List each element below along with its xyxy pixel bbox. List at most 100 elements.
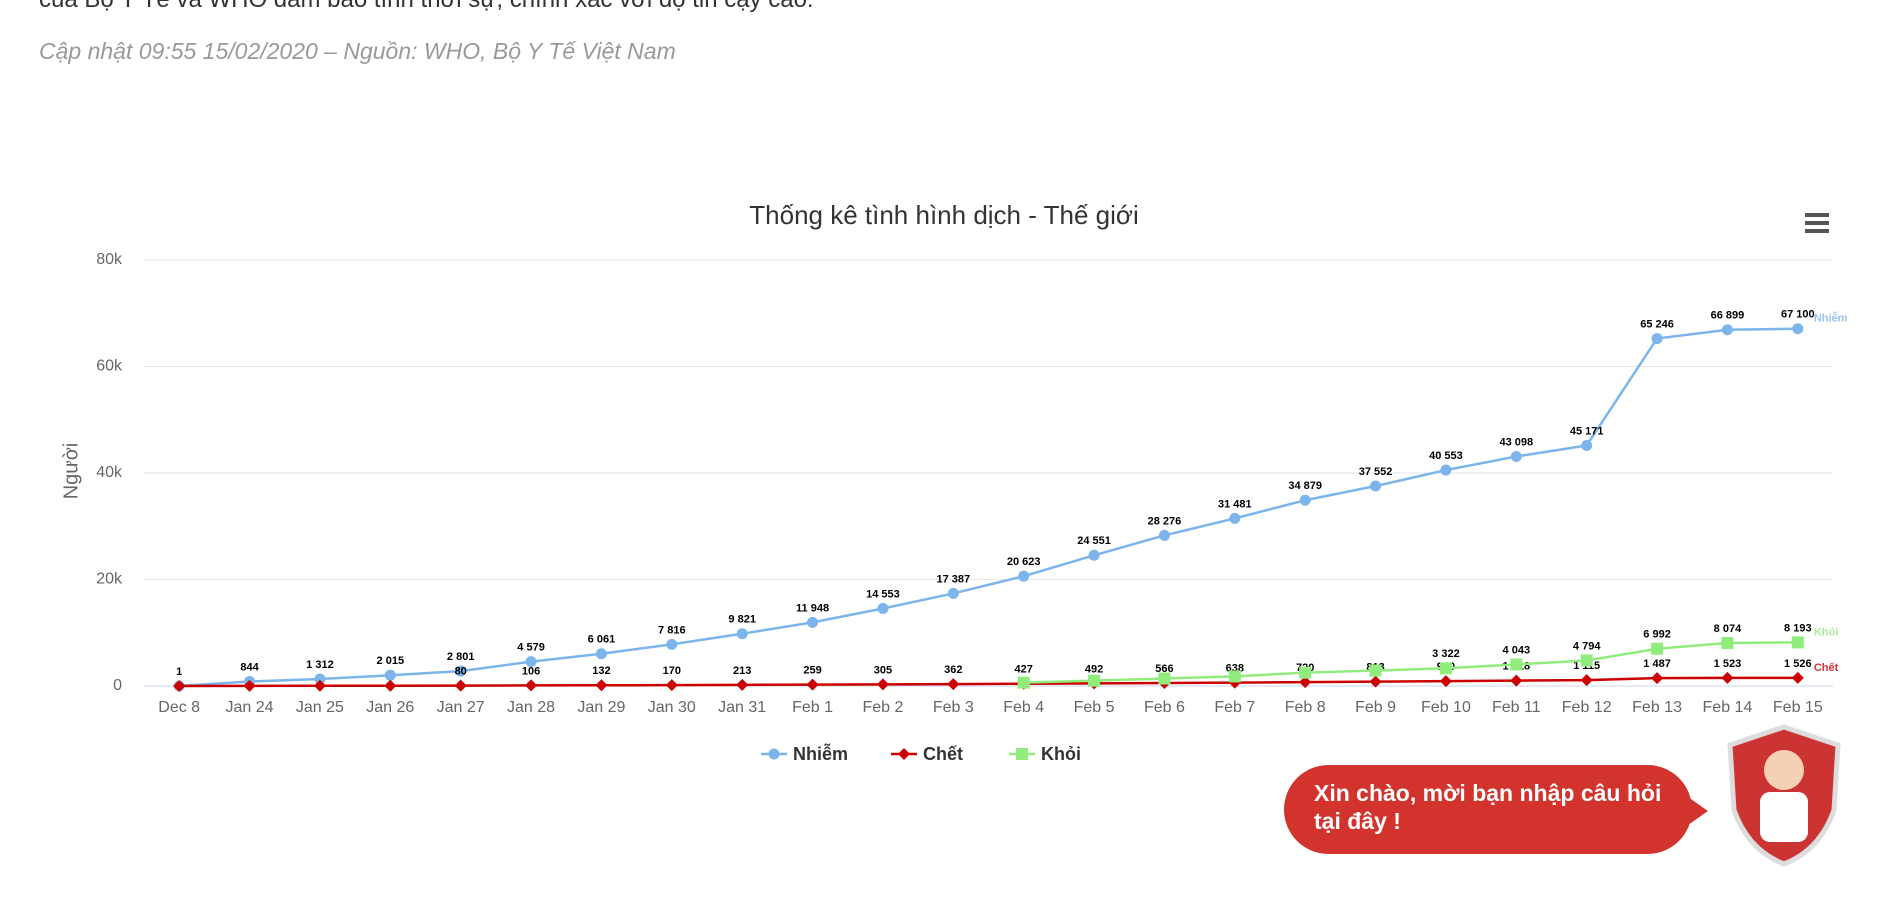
- series-end-label: Nhiễm: [1814, 312, 1848, 325]
- x-tick-label: Feb 6: [1144, 699, 1185, 716]
- point: [1299, 666, 1312, 679]
- point: [1018, 570, 1030, 582]
- legend-marker: [768, 748, 780, 760]
- data-label: 132: [592, 665, 610, 677]
- x-tick-label: Jan 30: [648, 699, 696, 716]
- menu-button[interactable]: [1805, 213, 1829, 233]
- series-line: [179, 327, 1798, 688]
- y-tick-label: 80k: [96, 251, 123, 268]
- point: [736, 628, 748, 640]
- data-label: 8 074: [1714, 623, 1742, 635]
- data-label: 170: [663, 665, 681, 677]
- point: [384, 679, 397, 692]
- point: [1581, 439, 1593, 451]
- data-label: 20 623: [1007, 556, 1041, 568]
- y-axis-label: Người: [60, 443, 82, 500]
- x-tick-label: Feb 8: [1285, 699, 1326, 716]
- data-label: 1 312: [306, 659, 334, 671]
- data-label: 34 879: [1288, 480, 1322, 492]
- point: [455, 665, 467, 677]
- series-end-label: Chết: [1814, 662, 1839, 674]
- point: [807, 616, 819, 628]
- legend-marker: [898, 748, 910, 760]
- point: [1299, 494, 1311, 506]
- point: [1017, 676, 1030, 689]
- x-tick-label: Jan 29: [577, 699, 625, 716]
- point: [313, 679, 326, 692]
- point: [1299, 676, 1312, 689]
- legend-item[interactable]: Nhiễm: [761, 743, 848, 764]
- point: [243, 679, 256, 692]
- point: [876, 678, 889, 691]
- data-label: 1: [176, 666, 182, 678]
- data-label: 37 552: [1359, 466, 1393, 478]
- point: [525, 656, 537, 668]
- point: [1510, 674, 1523, 687]
- point: [1370, 480, 1382, 492]
- data-label: 2 015: [377, 655, 405, 667]
- x-tick-label: Feb 3: [933, 699, 974, 716]
- data-label: 4 579: [517, 642, 545, 654]
- y-tick-label: 40k: [96, 464, 123, 481]
- legend-item[interactable]: Khỏi: [1009, 744, 1081, 764]
- point: [1439, 675, 1452, 688]
- data-label: 362: [944, 664, 962, 676]
- series-line: [179, 676, 1798, 688]
- legend-label: Khỏi: [1041, 744, 1081, 764]
- point: [1721, 637, 1734, 650]
- point: [1510, 451, 1522, 463]
- x-tick-label: Dec 8: [158, 699, 200, 716]
- x-tick-label: Feb 10: [1421, 699, 1471, 716]
- data-label: 844: [240, 661, 259, 673]
- series-end-label: Khỏi: [1814, 626, 1838, 638]
- point: [665, 679, 678, 692]
- data-label: 24 551: [1077, 535, 1111, 547]
- legend-label: Nhiễm: [793, 743, 848, 764]
- x-tick-label: Feb 12: [1562, 699, 1612, 716]
- point: [595, 679, 608, 692]
- data-label: 106: [522, 665, 540, 677]
- point: [736, 678, 749, 691]
- point: [1229, 512, 1241, 524]
- avatar-body: [1760, 792, 1808, 842]
- chat-avatar[interactable]: [1727, 724, 1841, 867]
- point: [806, 678, 819, 691]
- x-tick-label: Jan 26: [366, 699, 414, 716]
- point: [1651, 642, 1664, 655]
- x-tick-label: Feb 2: [862, 699, 903, 716]
- data-label: 492: [1085, 663, 1103, 675]
- y-tick-label: 0: [113, 677, 122, 694]
- point: [173, 680, 186, 692]
- x-tick-label: Jan 24: [226, 699, 274, 716]
- point: [1439, 662, 1452, 675]
- x-tick-label: Feb 1: [792, 699, 833, 716]
- data-label: 1 526: [1784, 658, 1812, 670]
- data-label: 213: [733, 665, 751, 677]
- x-tick-label: Feb 9: [1355, 699, 1396, 716]
- point: [1580, 674, 1593, 687]
- data-label: 427: [1015, 664, 1033, 676]
- x-tick-label: Jan 25: [296, 699, 344, 716]
- point: [1791, 636, 1804, 649]
- point: [1440, 464, 1452, 476]
- point: [1792, 323, 1804, 335]
- point: [877, 603, 889, 615]
- point: [1510, 658, 1523, 671]
- point: [947, 587, 959, 599]
- legend-item[interactable]: Chết: [891, 744, 963, 764]
- data-label: 305: [874, 664, 892, 676]
- data-label: 66 899: [1711, 310, 1745, 322]
- point: [384, 669, 396, 681]
- x-tick-label: Feb 4: [1003, 699, 1044, 716]
- legend-label: Chết: [923, 744, 963, 764]
- data-label: 45 171: [1570, 425, 1604, 437]
- point: [947, 678, 960, 691]
- data-label: 4 794: [1573, 640, 1601, 652]
- point: [1158, 529, 1170, 541]
- chat-bubble[interactable]: Xin chào, mời bạn nhập câu hỏi tại đây !: [1284, 765, 1708, 854]
- avatar-face: [1764, 750, 1804, 790]
- data-label: 3 322: [1432, 648, 1460, 660]
- point: [1651, 333, 1663, 345]
- data-label: 14 553: [866, 588, 900, 600]
- data-label: 8 193: [1784, 622, 1812, 634]
